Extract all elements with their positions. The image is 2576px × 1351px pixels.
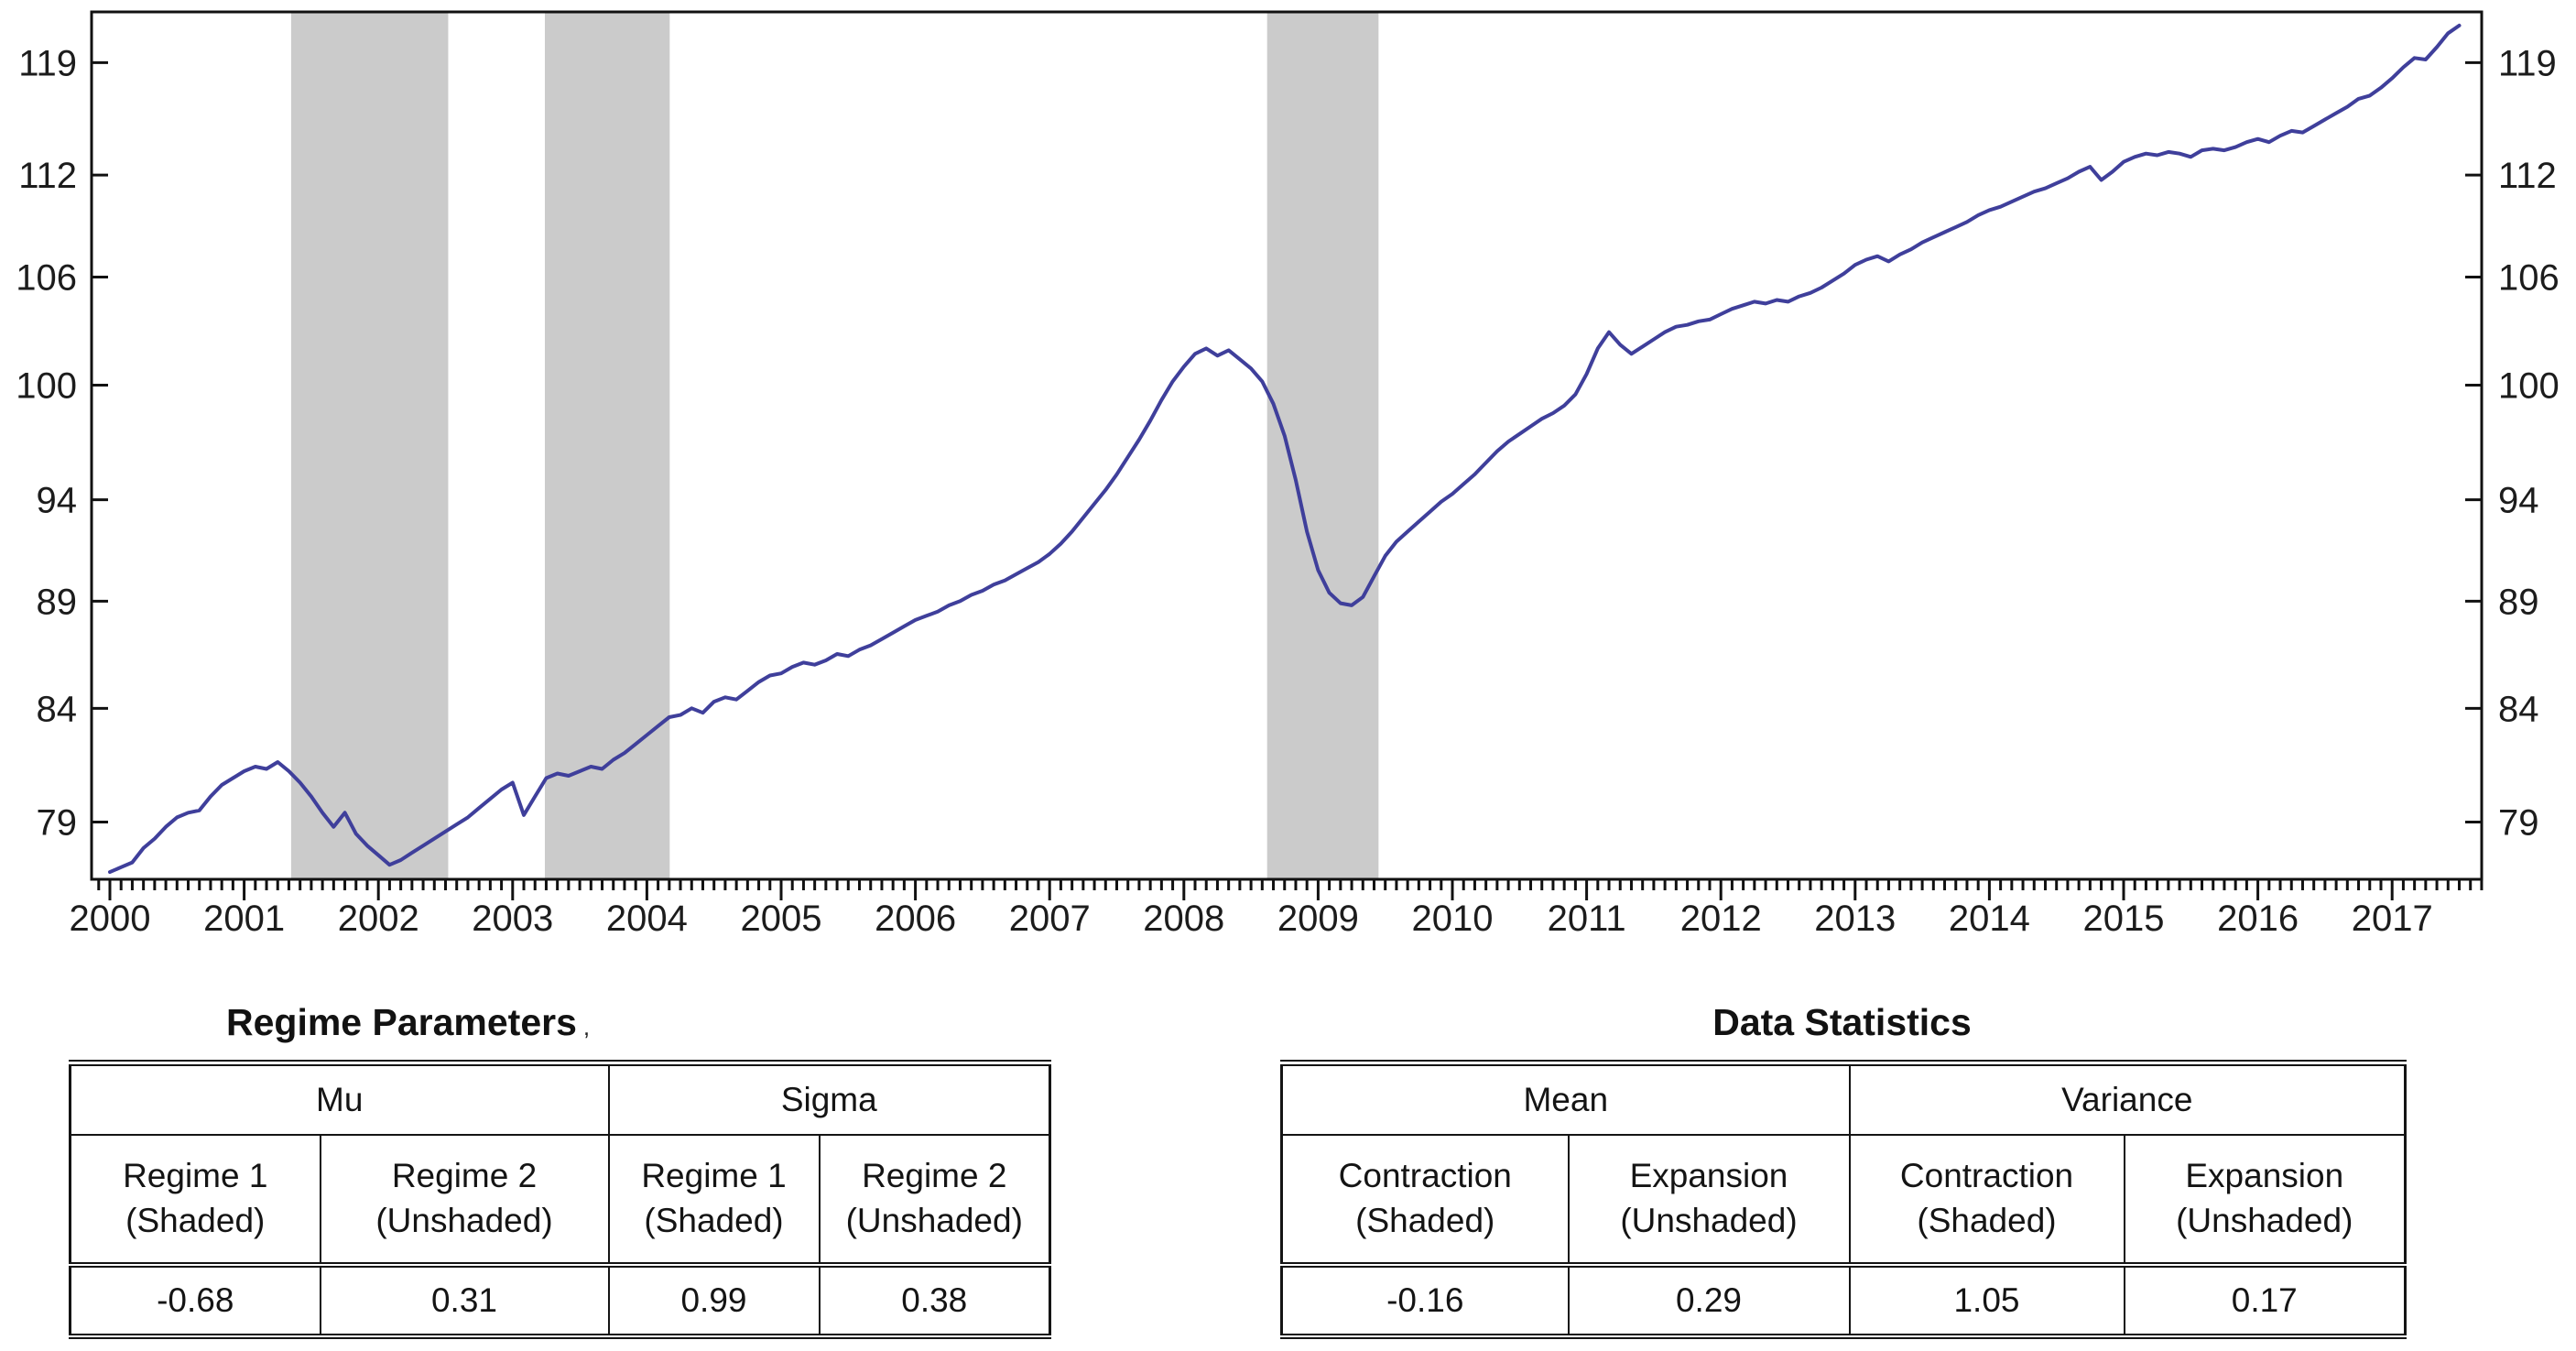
value-cell-mu-regime1: -0.68 [69,1263,321,1337]
plot-border [90,10,2484,881]
column-header-line1: Contraction [1899,1156,2074,1194]
table-row: -0.68 0.31 0.99 0.38 [69,1263,1051,1337]
column-header-line1: Regime 1 [123,1156,268,1194]
data-statistics-table: Mean Variance Contraction (Shaded) Expan… [1280,1060,2408,1339]
column-header-line1: Regime 2 [391,1156,538,1194]
column-header-line2: (Unshaded) [1620,1201,1798,1239]
y-axis-right-label: 84 [2498,689,2539,729]
x-axis-label: 2012 [1680,899,1762,939]
y-axis-right-label: 119 [2498,43,2557,83]
group-header-mu: Mu [69,1062,610,1136]
column-header-line2: (Shaded) [125,1201,266,1239]
y-axis-left-label: 119 [18,43,77,83]
x-axis-label: 2005 [741,899,822,939]
group-header-sigma: Sigma [607,1062,1051,1136]
chart-area: 2000 2001 2002 2003 2004 2005 2006 2007 2008 2009… [16,10,2560,939]
value-cell-mean-contraction: -0.16 [1280,1263,1570,1337]
data-statistics-title-text: Data Statistics [1712,1001,1972,1043]
value-cell-sigma-regime1: 0.99 [607,1263,821,1337]
data-statistics-title: Data Statistics [1280,1001,2404,1044]
value-cell-variance-contraction: 1.05 [1848,1263,2125,1337]
group-header-variance: Variance [1848,1062,2407,1136]
y-axis-right-label: 94 [2498,481,2539,521]
column-header: Regime 1 (Shaded) [69,1133,321,1268]
value-cell-variance-expansion: 0.17 [2123,1263,2407,1337]
index-series-line [108,23,2462,875]
column-header-line1: Contraction [1338,1156,1512,1194]
x-axis-label: 2010 [1412,899,1494,939]
column-header: Regime 1 (Shaded) [607,1133,821,1268]
column-header: Contraction (Shaded) [1848,1133,2125,1268]
title-stray-comma: , [582,1013,591,1040]
column-header-line2: (Unshaded) [845,1201,1023,1239]
x-axis-label: 2002 [338,899,419,939]
column-header-line2: (Shaded) [1355,1201,1495,1239]
y-axis-left-label: 79 [37,803,78,844]
table-row: Contraction (Shaded) Expansion (Unshaded… [1280,1133,2407,1268]
y-axis-left-label: 100 [16,365,77,406]
x-axis-label: 2009 [1277,899,1359,939]
column-header-line2: (Shaded) [644,1201,784,1239]
group-header-mean: Mean [1280,1062,1851,1136]
recession-shading-band [290,13,449,878]
table-row: -0.16 0.29 1.05 0.17 [1280,1263,2407,1337]
y-axis-right-label: 100 [2498,365,2560,406]
column-header-line2: (Shaded) [1917,1201,2057,1239]
column-header: Regime 2 (Unshaded) [319,1133,610,1268]
x-axis-label: 2001 [203,899,285,939]
recession-shading-band [1266,13,1379,878]
table-row: Mu Sigma [69,1062,1051,1136]
y-axis-left-label: 84 [37,689,78,729]
x-axis-label: 2011 [1548,899,1626,939]
y-axis-right-label: 89 [2498,582,2539,622]
column-header: Contraction (Shaded) [1280,1133,1570,1268]
y-axis-left-label: 112 [18,156,77,196]
x-axis-label: 2007 [1009,899,1091,939]
x-axis-label: 2017 [2352,899,2433,939]
column-header: Expansion (Unshaded) [1567,1133,1851,1268]
column-header-line2: (Unshaded) [375,1201,553,1239]
column-header: Regime 2 (Unshaded) [818,1133,1051,1268]
x-axis-label: 2008 [1143,899,1224,939]
y-axis-right-label: 112 [2498,156,2557,196]
recession-shading-band [544,13,670,878]
x-axis-label: 2013 [1814,899,1896,939]
y-axis-left-label: 89 [37,582,78,622]
x-axis-label: 2015 [2083,899,2165,939]
column-header-line2: (Unshaded) [2176,1201,2353,1239]
value-cell-mu-regime2: 0.31 [319,1263,610,1337]
table-row: Mean Variance [1280,1062,2407,1136]
column-header-line1: Regime 2 [862,1156,1007,1194]
x-axis-label: 2014 [1949,899,2030,939]
regime-parameters-table: Mu Sigma Regime 1 (Shaded) Regime 2 (Uns… [69,1060,1052,1339]
column-header: Expansion (Unshaded) [2123,1133,2407,1268]
table-row: Regime 1 (Shaded) Regime 2 (Unshaded) Re… [69,1133,1051,1268]
x-axis-label: 2000 [70,899,151,939]
y-axis-right-label: 106 [2498,258,2560,299]
x-axis-label: 2004 [606,899,688,939]
regime-parameters-title-text: Regime Parameters [226,1001,577,1043]
x-axis-label: 2016 [2217,899,2299,939]
column-header-line1: Expansion [1629,1156,1788,1194]
x-axis-label: 2006 [875,899,956,939]
y-axis-left-label: 94 [37,481,78,521]
column-header-line1: Expansion [2185,1156,2344,1194]
production-index-time-series-chart: 2000 2001 2002 2003 2004 2005 2006 2007 2008 2009… [16,10,2560,939]
value-cell-sigma-regime2: 0.38 [818,1263,1051,1337]
x-axis-label: 2003 [472,899,553,939]
value-cell-mean-expansion: 0.29 [1567,1263,1851,1337]
column-header-line1: Regime 1 [641,1156,787,1194]
y-axis-left-label: 106 [16,258,77,299]
y-axis-right-label: 79 [2498,803,2539,844]
regime-parameters-title: Regime Parameters, [226,1001,590,1044]
